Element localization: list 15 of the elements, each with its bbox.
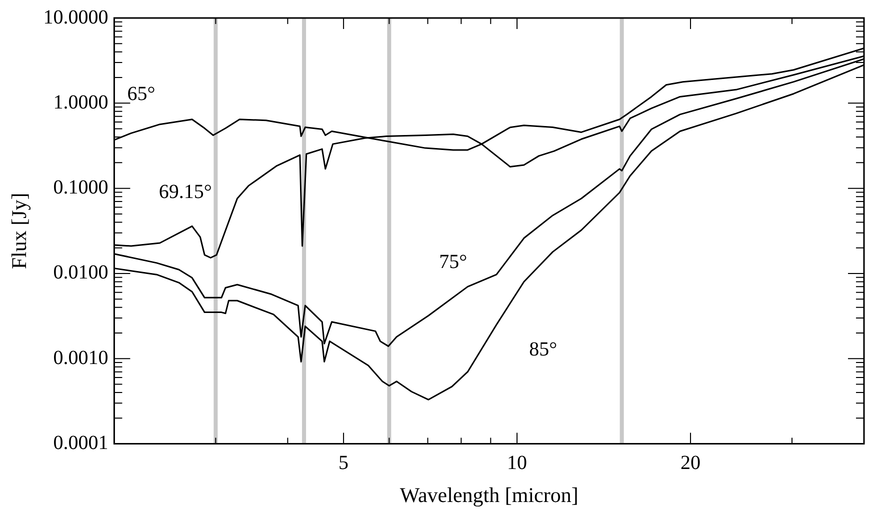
y-axis-title: Flux [Jy]	[7, 192, 32, 270]
y-tick-label: 0.0001	[53, 432, 108, 454]
y-tick-label: 0.1000	[53, 176, 108, 199]
annotation: 69.15°	[158, 180, 212, 203]
annotation: 65°	[127, 82, 156, 105]
annotation: 75°	[439, 251, 468, 274]
x-tick-label: 10	[507, 452, 528, 474]
x-tick-label: 20	[680, 452, 701, 474]
x-axis-title: Wavelength [micron]	[400, 482, 578, 507]
y-tick-label: 1.0000	[53, 91, 108, 114]
y-tick-label: 0.0010	[53, 346, 108, 369]
x-tick-label: 5	[338, 452, 349, 474]
y-tick-label: 0.0100	[53, 262, 108, 284]
annotation: 85°	[529, 338, 558, 360]
y-tick-label: 10.0000	[43, 6, 108, 28]
